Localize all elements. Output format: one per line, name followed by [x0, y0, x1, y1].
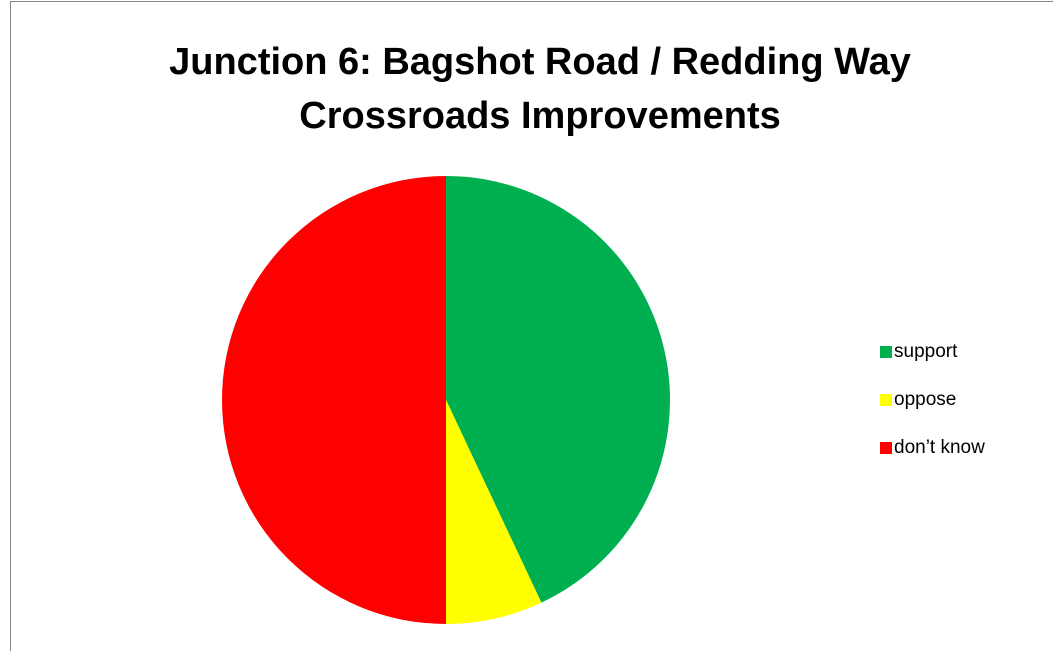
legend-swatch	[880, 442, 892, 454]
chart-title: Junction 6: Bagshot Road / Redding Way	[169, 41, 911, 83]
legend-swatch	[880, 394, 892, 406]
legend-label: don’t know	[894, 437, 985, 458]
legend-label: oppose	[894, 389, 956, 410]
pie-slice	[222, 176, 446, 624]
legend-label: support	[894, 341, 958, 362]
chart-title: Crossroads Improvements	[299, 95, 781, 137]
legend-swatch	[880, 346, 892, 358]
pie-slice	[446, 176, 670, 603]
pie-slice	[446, 400, 542, 624]
